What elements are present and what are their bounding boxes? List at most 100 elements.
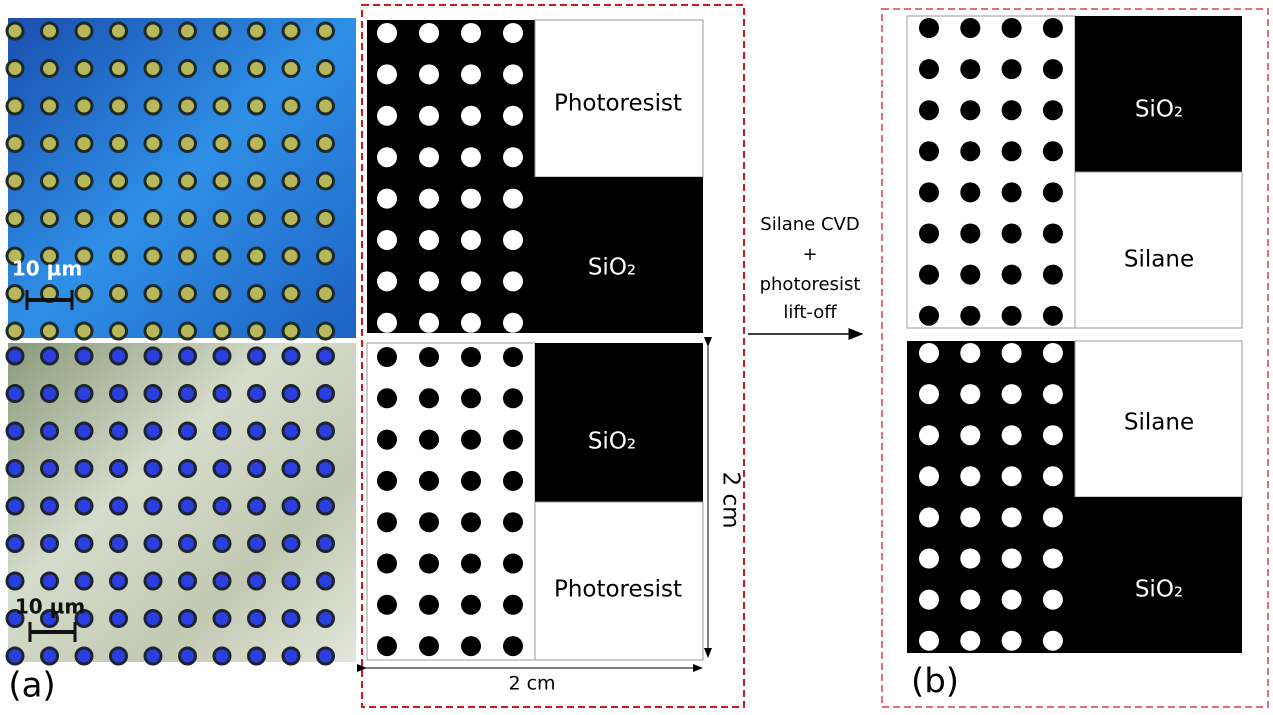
pillar bbox=[7, 61, 23, 77]
dot bbox=[503, 554, 523, 574]
pillar bbox=[145, 611, 161, 627]
pillar bbox=[214, 323, 230, 339]
pillar bbox=[111, 98, 127, 114]
dot bbox=[419, 512, 439, 532]
dot bbox=[419, 595, 439, 615]
dot bbox=[419, 230, 439, 250]
pillar bbox=[7, 173, 23, 189]
dot bbox=[461, 23, 481, 43]
panel-b: SiO₂ Silane Silane SiO₂ bbox=[907, 16, 1242, 653]
pillar bbox=[42, 211, 58, 227]
dot bbox=[461, 388, 481, 408]
region-label: SiO₂ bbox=[1135, 577, 1183, 603]
dot bbox=[1002, 549, 1022, 569]
pillar bbox=[180, 611, 196, 627]
pillar bbox=[145, 23, 161, 39]
pillar bbox=[111, 348, 127, 364]
pillar bbox=[7, 323, 23, 339]
panel-a: Photoresist SiO₂ SiO₂ Photoresist 2 cm 2… bbox=[366, 20, 744, 695]
pillar bbox=[145, 136, 161, 152]
pillar bbox=[283, 423, 299, 439]
pillar bbox=[283, 611, 299, 627]
dot bbox=[960, 306, 980, 326]
pillar bbox=[145, 648, 161, 664]
dot bbox=[960, 265, 980, 285]
dot bbox=[461, 313, 481, 333]
pillar bbox=[7, 648, 23, 664]
pillar bbox=[145, 498, 161, 514]
process-text: Silane CVD bbox=[760, 214, 859, 235]
dimension-label: 2 cm bbox=[508, 673, 555, 695]
pillar bbox=[214, 98, 230, 114]
pillar bbox=[42, 536, 58, 552]
pillar bbox=[283, 461, 299, 477]
dot bbox=[419, 471, 439, 491]
dot bbox=[1002, 590, 1022, 610]
pillar bbox=[7, 98, 23, 114]
pillar bbox=[283, 98, 299, 114]
dot bbox=[1002, 306, 1022, 326]
pillar bbox=[145, 348, 161, 364]
region-label: Silane bbox=[1124, 410, 1194, 436]
region-label: SiO₂ bbox=[588, 429, 636, 455]
dot bbox=[419, 554, 439, 574]
region-label: Photoresist bbox=[554, 91, 682, 117]
dot bbox=[919, 343, 939, 363]
dot bbox=[377, 512, 397, 532]
pillar bbox=[283, 286, 299, 302]
pillar bbox=[214, 611, 230, 627]
dot bbox=[377, 595, 397, 615]
pillar bbox=[76, 648, 92, 664]
pillar bbox=[180, 573, 196, 589]
pillar bbox=[76, 348, 92, 364]
process-text: lift-off bbox=[783, 302, 837, 323]
pillar bbox=[249, 573, 265, 589]
dot bbox=[503, 471, 523, 491]
dot bbox=[377, 388, 397, 408]
pillar bbox=[76, 173, 92, 189]
dot bbox=[960, 59, 980, 79]
pillar bbox=[42, 323, 58, 339]
dot bbox=[377, 230, 397, 250]
pillar bbox=[214, 536, 230, 552]
pillar bbox=[214, 173, 230, 189]
dot bbox=[919, 18, 939, 38]
dot bbox=[461, 147, 481, 167]
pillar bbox=[283, 211, 299, 227]
dot bbox=[1002, 631, 1022, 651]
dot bbox=[461, 347, 481, 367]
pillar bbox=[249, 461, 265, 477]
dot bbox=[503, 636, 523, 656]
pillar bbox=[318, 648, 334, 664]
pillar bbox=[318, 536, 334, 552]
dot bbox=[1043, 306, 1063, 326]
pillar bbox=[318, 498, 334, 514]
pillar bbox=[214, 573, 230, 589]
pillar bbox=[283, 386, 299, 402]
pillar bbox=[249, 348, 265, 364]
pillar bbox=[145, 61, 161, 77]
pillar bbox=[145, 248, 161, 264]
pillar bbox=[214, 136, 230, 152]
pillar bbox=[318, 348, 334, 364]
dot bbox=[919, 265, 939, 285]
pillar bbox=[283, 348, 299, 364]
dot bbox=[1043, 343, 1063, 363]
dot bbox=[503, 313, 523, 333]
pillar bbox=[180, 173, 196, 189]
dot bbox=[419, 636, 439, 656]
pillar bbox=[180, 386, 196, 402]
pillar bbox=[249, 136, 265, 152]
dot bbox=[461, 636, 481, 656]
dot bbox=[1043, 265, 1063, 285]
panel-label: (b) bbox=[911, 662, 959, 702]
pillar bbox=[76, 386, 92, 402]
dot bbox=[461, 430, 481, 450]
dot bbox=[461, 230, 481, 250]
dot bbox=[503, 512, 523, 532]
pillar bbox=[283, 573, 299, 589]
pillar bbox=[111, 323, 127, 339]
dot bbox=[1002, 182, 1022, 202]
dot bbox=[919, 100, 939, 120]
pillar bbox=[145, 461, 161, 477]
